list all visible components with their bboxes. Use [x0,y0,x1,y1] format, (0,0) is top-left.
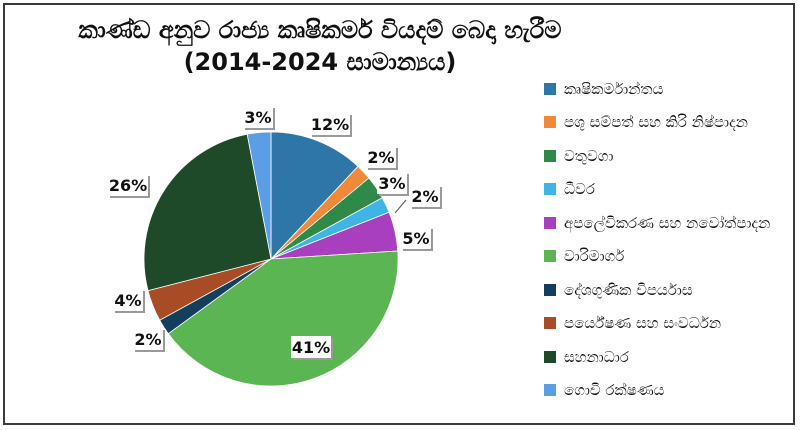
pie-slice [143,133,272,292]
legend-label: වාරිමාර්ග [564,247,625,266]
data-label-text: 3% [244,108,271,127]
data-label-box [377,172,407,194]
legend-swatch [544,216,556,229]
legend-label: වතුවගා [564,146,614,165]
data-label: 41% [291,336,333,360]
pie-slice [167,250,399,387]
legend-label: සහනාධාර [564,347,629,366]
legend-label: පර්යේෂණ සහ සංවර්ධන [564,314,722,333]
data-label: 2% [366,146,398,170]
data-label: 12% [310,113,352,137]
legend-item: සහනාධාර [544,340,792,374]
data-label: 3% [377,172,409,196]
legend-swatch [544,116,556,129]
legend-item: වාරිමාර්ග [544,240,792,274]
data-label-box [410,185,440,207]
chart-title-line1: කාණ්ඩ අනුව රාජ්‍ය කෘෂිකර්ම වියදම් බෙදා හ… [78,16,562,44]
data-label: 4% [113,289,145,313]
legend-item: පර්යේෂණ සහ සංවර්ධන [544,307,792,341]
data-label-text: 12% [311,115,349,134]
legend-item: වතුවගා [544,139,792,173]
legend-swatch [544,384,556,397]
legend-label: පශු සම්පත් සහ කිරි නිෂ්පාදන [564,113,748,132]
legend-swatch [544,183,556,196]
data-label: 26% [108,174,150,198]
data-label-box [366,146,396,168]
data-label-box [108,174,148,196]
legend-swatch [544,250,556,263]
legend-item: ගොවි රක්ෂණය [544,374,792,408]
legend-label: ධීවර [564,180,595,199]
pie-slices [143,131,399,387]
legend-label: ගොවි රක්ෂණය [564,381,665,400]
legend-label: දේශගුණික විපර්යාස [564,280,693,299]
data-label-text: 41% [292,338,330,357]
label-leader-line [394,199,407,214]
data-label: 2% [410,185,442,209]
legend-swatch [544,82,556,95]
chart-title: කාණ්ඩ අනුව රාජ්‍ය කෘෂිකර්ම වියදම් බෙදා හ… [0,14,640,78]
data-label-text: 2% [411,187,438,206]
legend-swatch [544,283,556,296]
legend-swatch [544,350,556,363]
data-label-box [401,227,431,249]
legend-item: පශු සම්පත් සහ කිරි නිෂ්පාදන [544,106,792,140]
data-label-box [291,336,331,358]
pie-slice [246,131,272,260]
legend-item: ධීවර [544,173,792,207]
data-label-box [133,328,163,350]
chart-title-line2: (2014-2024 සාමාන්‍යය) [183,48,457,76]
legend-item: කෘෂිකර්මාන්තය [544,72,792,106]
pie-slice [270,131,359,261]
chart-legend: කෘෂිකර්මාන්තය පශු සම්පත් සහ කිරි නිෂ්පාදන… [544,72,792,407]
legend-label: කෘෂිකර්මාන්තය [564,79,664,98]
data-label-box [243,106,273,128]
data-label-text: 3% [378,174,405,193]
data-label-text: 2% [367,148,394,167]
data-label-text: 4% [114,291,141,310]
legend-swatch [544,149,556,162]
data-label: 2% [133,328,165,352]
data-label-box [310,113,350,135]
legend-item: අපලේවිකරණ සහ නවෝත්පාදන [544,206,792,240]
chart-frame [3,3,795,425]
data-label-text: 5% [402,229,429,248]
data-label: 5% [401,227,433,251]
data-label-text: 2% [134,330,161,349]
legend-swatch [544,317,556,330]
data-label: 3% [243,106,275,130]
data-label-text: 26% [109,176,147,195]
data-label-box [113,289,143,311]
legend-item: දේශගුණික විපර්යාස [544,273,792,307]
legend-label: අපලේවිකරණ සහ නවෝත්පාදන [564,213,771,232]
